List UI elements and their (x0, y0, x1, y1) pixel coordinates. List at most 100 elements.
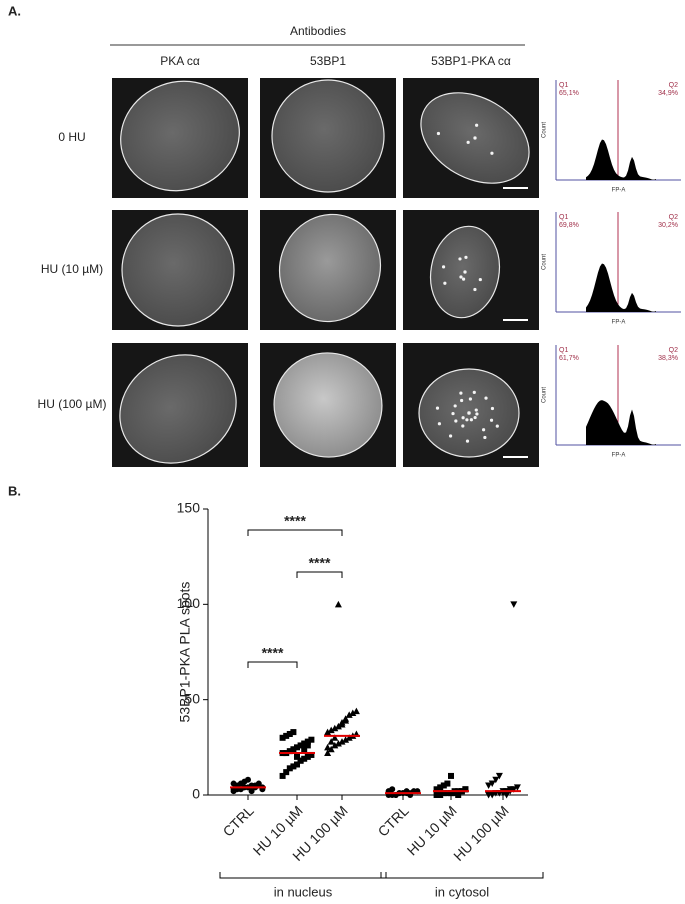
pla-spot (475, 412, 479, 416)
point (294, 761, 300, 768)
pla-spot (461, 277, 466, 281)
pla-spot (472, 390, 476, 394)
pla-spot (473, 287, 477, 292)
point (297, 742, 304, 749)
point (290, 729, 297, 736)
nucleus (120, 80, 240, 192)
header: Antibodies (290, 24, 346, 38)
hist-q1-value: 61,7% (559, 355, 579, 362)
group-bracket (380, 872, 544, 879)
pla-spot (443, 281, 447, 285)
point (334, 722, 342, 730)
point (342, 717, 350, 724)
point (451, 790, 458, 797)
pla-spot (461, 416, 465, 420)
point (283, 732, 290, 739)
point (304, 742, 311, 749)
pla-spot (483, 435, 487, 440)
point (327, 745, 335, 753)
hist-ylabel: Count (542, 122, 548, 138)
point (283, 769, 290, 776)
column-label: PKA cα (160, 54, 200, 68)
histogram (586, 139, 656, 180)
point (455, 792, 462, 798)
point (440, 782, 447, 789)
point (279, 734, 286, 741)
point (248, 788, 255, 795)
pla-spot (484, 396, 488, 400)
point (331, 734, 339, 741)
x-tick-label: CTRL (375, 802, 412, 839)
hist-q1: Q1 (559, 214, 568, 221)
hist-xlabel: FP-A (612, 188, 626, 194)
column-label: 53BP1 (310, 54, 346, 68)
nucleus (119, 354, 237, 464)
pla-spot (495, 424, 499, 428)
x-tick-label: CTRL (220, 802, 257, 839)
pla-spot (436, 131, 441, 136)
pla-spot (482, 428, 486, 432)
point (294, 753, 300, 760)
pla-spot (473, 415, 477, 420)
pla-spot (441, 265, 446, 269)
point (492, 776, 500, 784)
significance-label: **** (284, 513, 306, 529)
point (437, 784, 444, 791)
point (297, 757, 304, 764)
pla-spot (458, 257, 462, 261)
nucleus (121, 213, 235, 327)
hist-q2-value: 38,3% (658, 355, 678, 362)
pla-spot (454, 419, 458, 423)
point (301, 746, 308, 753)
point (342, 736, 350, 743)
point (324, 743, 332, 751)
point (304, 738, 311, 745)
pla-spot (490, 151, 494, 155)
point (279, 772, 286, 779)
point (230, 780, 237, 787)
histogram (586, 263, 656, 312)
point (488, 780, 496, 788)
point (448, 772, 454, 779)
point (488, 792, 496, 799)
pla-spot (468, 397, 472, 401)
column-label: 53BP1-PKA cα (431, 54, 511, 68)
hist-xlabel: FP-A (612, 320, 626, 326)
point (503, 792, 511, 799)
point (495, 772, 503, 780)
point (327, 738, 335, 745)
pla-spot (459, 275, 463, 279)
point (286, 765, 293, 772)
pla-spot (459, 391, 463, 395)
histogram (586, 400, 656, 445)
point (294, 744, 300, 751)
point (389, 786, 396, 793)
pla-spot (437, 422, 442, 426)
pla-spot (460, 398, 464, 403)
pla-spot (435, 406, 440, 410)
pla-spot (478, 277, 482, 282)
row-label: HU (10 µM) (41, 262, 103, 276)
y-tick-label: 50 (184, 690, 200, 706)
point (334, 600, 342, 608)
pla-spot (466, 140, 470, 144)
point (510, 601, 518, 608)
point (448, 790, 454, 797)
pla-spot (469, 418, 473, 422)
point (290, 746, 297, 753)
point (308, 751, 315, 758)
point (331, 724, 339, 732)
point (485, 782, 493, 789)
x-tick-label: HU 100 µM (450, 802, 512, 864)
significance-bracket (247, 661, 298, 668)
significance-label: **** (309, 555, 331, 571)
point (444, 790, 451, 797)
point (437, 792, 444, 798)
hist-ylabel: Count (542, 387, 548, 403)
point (440, 790, 447, 797)
point (301, 740, 308, 747)
point (433, 786, 440, 793)
point (290, 763, 297, 770)
row-label: HU (100 µM) (38, 397, 107, 411)
pla-spot (463, 270, 467, 274)
